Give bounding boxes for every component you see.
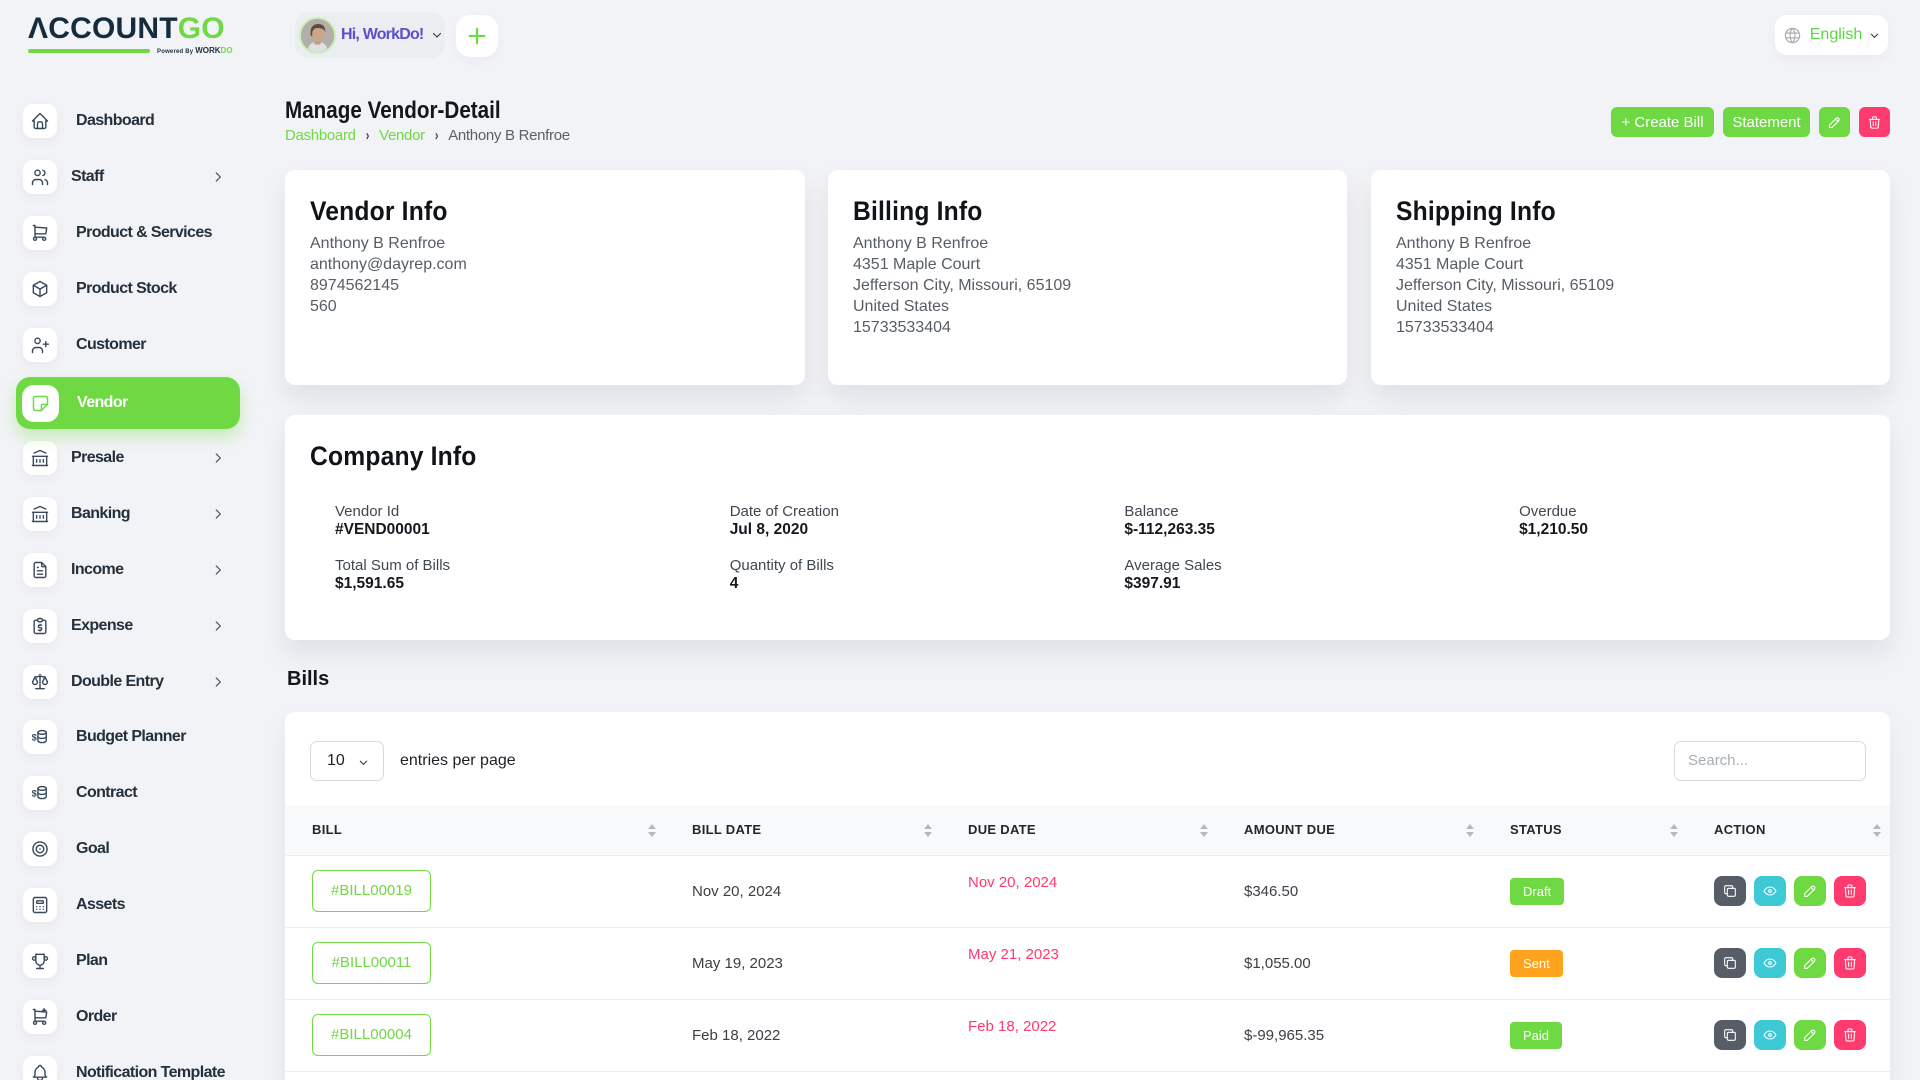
svg-text:$: $ xyxy=(32,732,37,742)
svg-text:$: $ xyxy=(32,788,37,798)
